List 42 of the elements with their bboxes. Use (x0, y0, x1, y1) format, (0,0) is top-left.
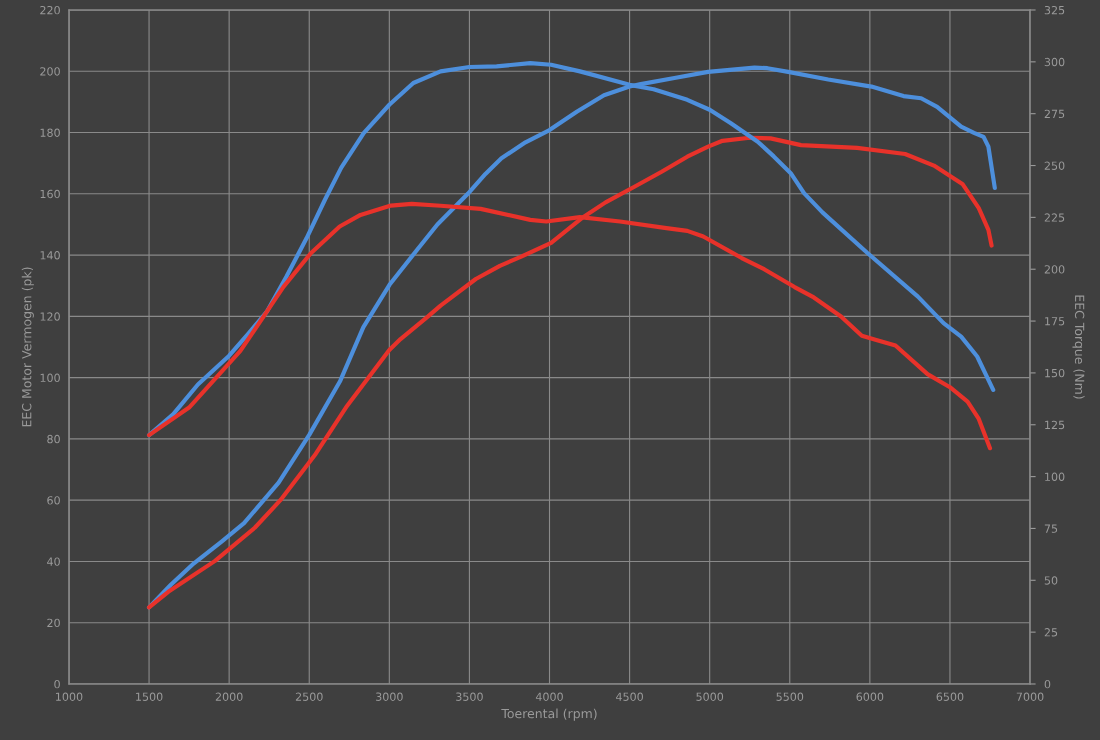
y-tick-label: 200 (40, 67, 60, 76)
y-tick-label: 140 (40, 251, 60, 260)
x-tick-label: 4500 (616, 692, 643, 701)
y2-tick-label: 225 (1044, 213, 1065, 222)
y2-tick-label: 200 (1044, 265, 1065, 274)
y-tick-label: 0 (54, 679, 60, 689)
x-tick-label: 6000 (856, 692, 884, 701)
x-tick-label: 1000 (56, 692, 83, 701)
x-tick-label: 2500 (295, 692, 323, 701)
x-tick-label: 5500 (776, 692, 804, 701)
y2-tick-label: 25 (1044, 628, 1058, 637)
y2-tick-label: 125 (1045, 420, 1065, 430)
y2-tick-label: 75 (1044, 524, 1058, 533)
y2-tick-label: 250 (1044, 161, 1065, 170)
y2-tick-label: 50 (1044, 576, 1058, 585)
x-tick-label: 1500 (136, 692, 163, 701)
x-tick-label: 4000 (535, 692, 563, 701)
x-axis-title: Toerental (rpm) (501, 708, 597, 721)
y-tick-label: 180 (40, 128, 60, 137)
x-tick-label: 7000 (1016, 692, 1044, 701)
y-tick-label: 60 (47, 496, 60, 505)
y-tick-label: 120 (40, 312, 60, 321)
x-tick-label: 2000 (215, 692, 243, 701)
y-tick-label: 40 (47, 557, 60, 566)
y2-tick-label: 150 (1045, 368, 1065, 378)
y-tick-label: 80 (47, 434, 60, 444)
y2-axis-title: EEC Torque (Nm) (1072, 295, 1085, 399)
y2-tick-label: 275 (1044, 109, 1065, 119)
x-tick-label: 3500 (456, 692, 483, 701)
y2-tick-label: 0 (1044, 679, 1051, 689)
x-tick-label: 5000 (696, 692, 724, 701)
y2-tick-label: 325 (1044, 5, 1065, 15)
y-tick-label: 20 (47, 618, 60, 628)
y-tick-label: 100 (40, 373, 60, 382)
y-tick-label: 220 (40, 5, 60, 15)
y-tick-label: 160 (40, 189, 60, 199)
x-tick-label: 6500 (936, 692, 964, 701)
y2-tick-label: 100 (1045, 472, 1065, 481)
y-axis-title: EEC Motor Vermogen (pk) (21, 267, 34, 427)
x-tick-label: 3000 (376, 692, 403, 701)
y2-tick-label: 175 (1045, 317, 1065, 326)
y2-tick-label: 300 (1044, 57, 1065, 67)
